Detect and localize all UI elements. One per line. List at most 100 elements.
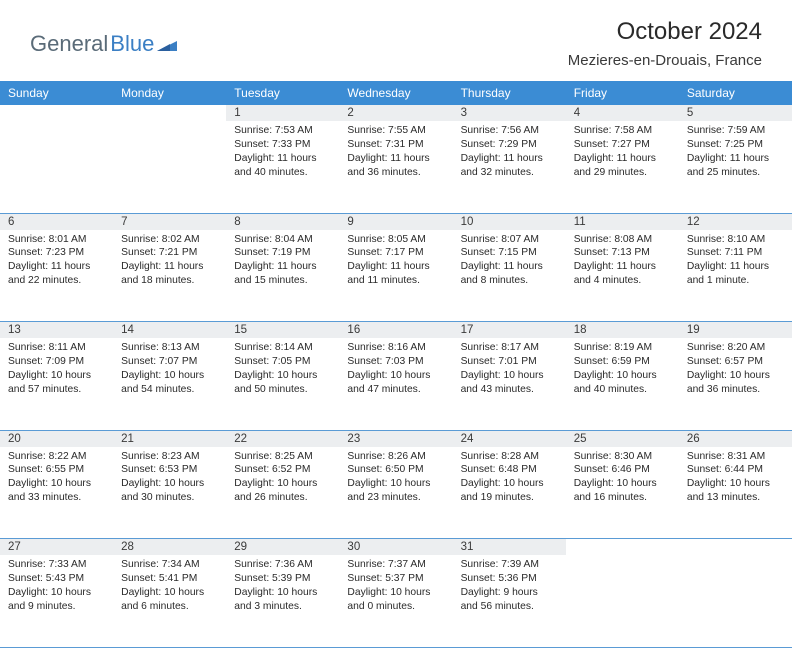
sunset-text: Sunset: 5:36 PM: [461, 572, 558, 586]
daylight-text-1: Daylight: 10 hours: [574, 369, 671, 383]
weekday-header: Thursday: [453, 81, 566, 105]
day-cell: Sunrise: 8:13 AMSunset: 7:07 PMDaylight:…: [113, 338, 226, 430]
sunset-text: Sunset: 6:50 PM: [347, 463, 444, 477]
daylight-text-1: Daylight: 10 hours: [8, 477, 105, 491]
sunrise-text: Sunrise: 7:36 AM: [234, 558, 331, 572]
day-number: 31: [453, 539, 566, 556]
daylight-text-2: and 16 minutes.: [574, 491, 671, 505]
daylight-text-2: and 30 minutes.: [121, 491, 218, 505]
daylight-text-2: and 32 minutes.: [461, 166, 558, 180]
sunset-text: Sunset: 6:46 PM: [574, 463, 671, 477]
sunset-text: Sunset: 7:31 PM: [347, 138, 444, 152]
sunrise-text: Sunrise: 8:17 AM: [461, 341, 558, 355]
day-number: 25: [566, 430, 679, 447]
sunset-text: Sunset: 7:33 PM: [234, 138, 331, 152]
daylight-text-2: and 47 minutes.: [347, 383, 444, 397]
weekday-header: Tuesday: [226, 81, 339, 105]
daylight-text-2: and 18 minutes.: [121, 274, 218, 288]
day-number: [0, 105, 113, 121]
daylight-text-1: Daylight: 11 hours: [574, 260, 671, 274]
month-title: October 2024: [568, 18, 762, 46]
daylight-text-2: and 3 minutes.: [234, 600, 331, 614]
sunset-text: Sunset: 6:44 PM: [687, 463, 784, 477]
daylight-text-1: Daylight: 11 hours: [234, 152, 331, 166]
sunset-text: Sunset: 7:13 PM: [574, 246, 671, 260]
sunrise-text: Sunrise: 8:04 AM: [234, 233, 331, 247]
day-cell: Sunrise: 8:25 AMSunset: 6:52 PMDaylight:…: [226, 447, 339, 539]
daylight-text-1: Daylight: 10 hours: [347, 586, 444, 600]
day-number: 26: [679, 430, 792, 447]
sunset-text: Sunset: 6:55 PM: [8, 463, 105, 477]
daylight-text-1: Daylight: 11 hours: [8, 260, 105, 274]
daylight-text-2: and 57 minutes.: [8, 383, 105, 397]
day-number: 23: [339, 430, 452, 447]
sunrise-text: Sunrise: 8:16 AM: [347, 341, 444, 355]
daylight-text-2: and 15 minutes.: [234, 274, 331, 288]
day-cell: Sunrise: 8:04 AMSunset: 7:19 PMDaylight:…: [226, 230, 339, 322]
sunrise-text: Sunrise: 7:56 AM: [461, 124, 558, 138]
daylight-text-1: Daylight: 11 hours: [121, 260, 218, 274]
sunset-text: Sunset: 7:15 PM: [461, 246, 558, 260]
daylight-text-2: and 1 minute.: [687, 274, 784, 288]
day-number-row: 20212223242526: [0, 430, 792, 447]
sunrise-text: Sunrise: 8:07 AM: [461, 233, 558, 247]
sunrise-text: Sunrise: 8:20 AM: [687, 341, 784, 355]
sunset-text: Sunset: 7:21 PM: [121, 246, 218, 260]
day-cell: Sunrise: 7:55 AMSunset: 7:31 PMDaylight:…: [339, 121, 452, 213]
sunset-text: Sunset: 6:59 PM: [574, 355, 671, 369]
day-cell: Sunrise: 7:36 AMSunset: 5:39 PMDaylight:…: [226, 555, 339, 647]
day-number: 9: [339, 213, 452, 230]
daylight-text-2: and 40 minutes.: [574, 383, 671, 397]
daylight-text-1: Daylight: 11 hours: [687, 152, 784, 166]
daylight-text-2: and 11 minutes.: [347, 274, 444, 288]
daylight-text-2: and 0 minutes.: [347, 600, 444, 614]
day-number: 17: [453, 322, 566, 339]
day-cell: Sunrise: 7:37 AMSunset: 5:37 PMDaylight:…: [339, 555, 452, 647]
day-number: 27: [0, 539, 113, 556]
sunset-text: Sunset: 7:03 PM: [347, 355, 444, 369]
day-number: 29: [226, 539, 339, 556]
day-number: 7: [113, 213, 226, 230]
sunset-text: Sunset: 6:57 PM: [687, 355, 784, 369]
day-number: 1: [226, 105, 339, 121]
sunrise-text: Sunrise: 7:37 AM: [347, 558, 444, 572]
day-number: 13: [0, 322, 113, 339]
daylight-text-1: Daylight: 11 hours: [347, 260, 444, 274]
weekday-header: Sunday: [0, 81, 113, 105]
daylight-text-1: Daylight: 10 hours: [234, 477, 331, 491]
day-cell: [566, 555, 679, 647]
daylight-text-1: Daylight: 10 hours: [687, 477, 784, 491]
sunrise-text: Sunrise: 8:22 AM: [8, 450, 105, 464]
daylight-text-2: and 33 minutes.: [8, 491, 105, 505]
daylight-text-1: Daylight: 10 hours: [687, 369, 784, 383]
sunrise-text: Sunrise: 8:23 AM: [121, 450, 218, 464]
day-cell: Sunrise: 8:16 AMSunset: 7:03 PMDaylight:…: [339, 338, 452, 430]
sunrise-text: Sunrise: 8:08 AM: [574, 233, 671, 247]
day-cell: Sunrise: 8:10 AMSunset: 7:11 PMDaylight:…: [679, 230, 792, 322]
day-number: 5: [679, 105, 792, 121]
day-number: 12: [679, 213, 792, 230]
day-number: 28: [113, 539, 226, 556]
sunset-text: Sunset: 7:27 PM: [574, 138, 671, 152]
calendar-body: 12345Sunrise: 7:53 AMSunset: 7:33 PMDayl…: [0, 105, 792, 647]
daylight-text-1: Daylight: 11 hours: [234, 260, 331, 274]
day-number: 8: [226, 213, 339, 230]
daylight-text-2: and 29 minutes.: [574, 166, 671, 180]
day-number-row: 2728293031: [0, 539, 792, 556]
sunset-text: Sunset: 5:37 PM: [347, 572, 444, 586]
day-cell: Sunrise: 8:14 AMSunset: 7:05 PMDaylight:…: [226, 338, 339, 430]
logo-text-blue: Blue: [110, 31, 154, 57]
daylight-text-1: Daylight: 11 hours: [574, 152, 671, 166]
sunset-text: Sunset: 5:41 PM: [121, 572, 218, 586]
calendar-table: SundayMondayTuesdayWednesdayThursdayFrid…: [0, 81, 792, 648]
daylight-text-1: Daylight: 10 hours: [234, 586, 331, 600]
weekday-header: Saturday: [679, 81, 792, 105]
sunset-text: Sunset: 5:39 PM: [234, 572, 331, 586]
sunset-text: Sunset: 7:01 PM: [461, 355, 558, 369]
sunrise-text: Sunrise: 7:55 AM: [347, 124, 444, 138]
daylight-text-1: Daylight: 10 hours: [574, 477, 671, 491]
sunrise-text: Sunrise: 8:30 AM: [574, 450, 671, 464]
day-number: 18: [566, 322, 679, 339]
day-number: 22: [226, 430, 339, 447]
day-number: 30: [339, 539, 452, 556]
